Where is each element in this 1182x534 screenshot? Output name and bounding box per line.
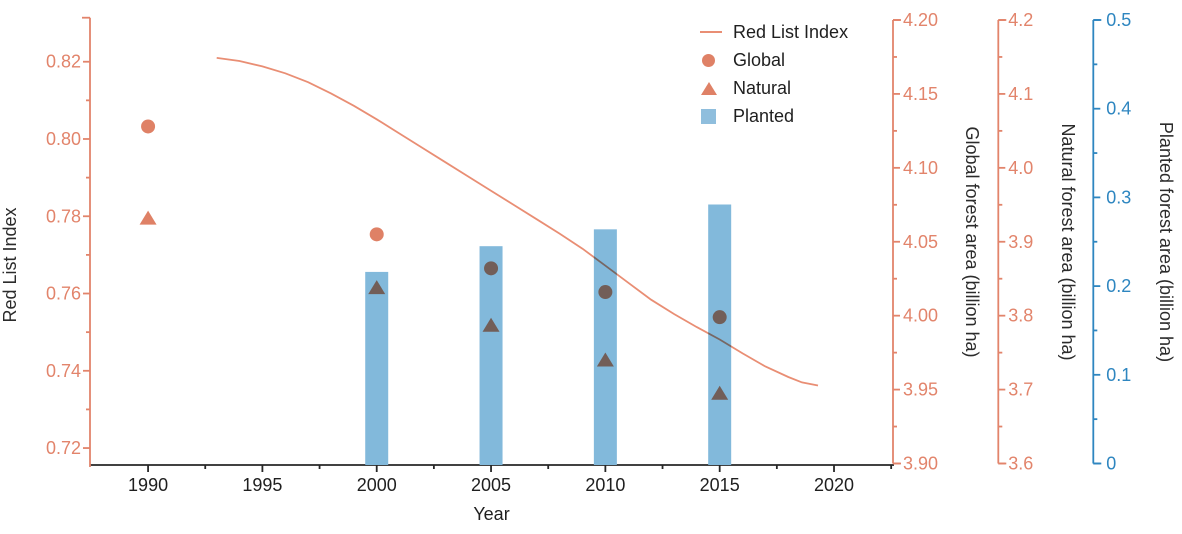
- svg-text:3.9: 3.9: [1008, 232, 1033, 252]
- marker-global-2010: [598, 285, 613, 300]
- svg-text:3.7: 3.7: [1008, 380, 1033, 400]
- circle-marker-icon: [700, 53, 726, 67]
- svg-text:0.74: 0.74: [46, 361, 81, 381]
- axis-global-tick-labels: 3.90 3.95 4.00 4.05 4.10 4.15 4.20: [903, 10, 938, 474]
- axis-natural-title: Natural forest area (billion ha): [1058, 123, 1078, 360]
- svg-text:3.6: 3.6: [1008, 454, 1033, 474]
- svg-text:2010: 2010: [585, 475, 625, 495]
- svg-text:4.1: 4.1: [1008, 84, 1033, 104]
- series-planted-bars: [365, 204, 732, 465]
- bar-2015: [708, 204, 732, 465]
- triangle-marker-icon: [700, 81, 726, 95]
- x-axis: [90, 464, 894, 472]
- legend-label: Natural: [733, 77, 792, 98]
- red-list-index-line: [216, 57, 819, 387]
- axis-rli: [82, 16, 91, 467]
- svg-text:0.1: 0.1: [1106, 365, 1131, 385]
- axis-planted: [1092, 19, 1102, 465]
- svg-text:0: 0: [1106, 454, 1116, 474]
- svg-text:0.2: 0.2: [1106, 276, 1131, 296]
- axis-global: [892, 19, 901, 465]
- legend-label: Red List Index: [733, 21, 849, 42]
- marker-natural-2000: [368, 280, 386, 295]
- x-tick-labels: 1990 1995 2000 2005 2010 2015 2020: [128, 475, 854, 495]
- legend-item-global: Global: [700, 46, 848, 74]
- legend-item-red-list-index: Red List Index: [700, 18, 848, 46]
- legend-item-planted: Planted: [700, 102, 848, 130]
- svg-text:0.76: 0.76: [46, 284, 81, 304]
- svg-text:4.15: 4.15: [903, 84, 938, 104]
- marker-natural-1990: [139, 210, 157, 225]
- svg-text:0.78: 0.78: [46, 206, 81, 226]
- svg-text:0.3: 0.3: [1106, 187, 1131, 207]
- svg-text:2020: 2020: [814, 475, 854, 495]
- svg-text:3.8: 3.8: [1008, 306, 1033, 326]
- marker-global-2000: [369, 227, 384, 242]
- marker-natural-2005: [482, 317, 500, 332]
- marker-global-2015: [712, 310, 727, 325]
- axis-planted-tick-labels: 0 0.1 0.2 0.3 0.4 0.5: [1106, 10, 1131, 474]
- chart-legend: Red List Index Global Natural Planted: [700, 18, 848, 130]
- marker-global-1990: [141, 119, 156, 134]
- legend-label: Global: [733, 49, 786, 70]
- svg-text:0.82: 0.82: [46, 52, 81, 72]
- legend-label: Planted: [733, 105, 795, 126]
- line-swatch-icon: [700, 30, 726, 34]
- axis-global-title: Global forest area (billion ha): [962, 126, 982, 357]
- axis-natural: [997, 19, 1007, 465]
- svg-text:2000: 2000: [357, 475, 397, 495]
- axis-rli-title: Red List Index: [0, 207, 20, 322]
- x-axis-title: Year: [473, 504, 509, 524]
- svg-text:3.95: 3.95: [903, 380, 938, 400]
- marker-natural-2015: [711, 385, 729, 400]
- square-swatch-icon: [700, 108, 726, 124]
- svg-text:3.90: 3.90: [903, 454, 938, 474]
- svg-text:4.20: 4.20: [903, 10, 938, 30]
- svg-text:4.00: 4.00: [903, 306, 938, 326]
- legend-item-natural: Natural: [700, 74, 848, 102]
- axis-planted-title: Planted forest area (billion ha): [1156, 122, 1176, 362]
- series-global-markers: [141, 119, 727, 325]
- marker-natural-2010: [596, 352, 614, 367]
- axis-natural-tick-labels: 3.6 3.7 3.8 3.9 4.0 4.1 4.2: [1008, 10, 1033, 474]
- svg-text:2015: 2015: [700, 475, 740, 495]
- axis-rli-tick-labels: 0.72 0.74 0.76 0.78 0.80 0.82: [46, 52, 81, 458]
- svg-text:4.05: 4.05: [903, 232, 938, 252]
- bar-2005: [479, 246, 503, 465]
- svg-text:1990: 1990: [128, 475, 168, 495]
- svg-text:0.5: 0.5: [1106, 10, 1131, 30]
- svg-text:2005: 2005: [471, 475, 511, 495]
- bar-2000: [365, 271, 389, 465]
- svg-text:0.80: 0.80: [46, 129, 81, 149]
- svg-text:0.72: 0.72: [46, 438, 81, 458]
- svg-text:0.4: 0.4: [1106, 99, 1131, 119]
- marker-global-2005: [484, 261, 499, 276]
- svg-text:4.2: 4.2: [1008, 10, 1033, 30]
- series-natural-markers: [139, 210, 729, 400]
- svg-text:4.0: 4.0: [1008, 158, 1033, 178]
- svg-text:4.10: 4.10: [903, 158, 938, 178]
- svg-text:1995: 1995: [242, 475, 282, 495]
